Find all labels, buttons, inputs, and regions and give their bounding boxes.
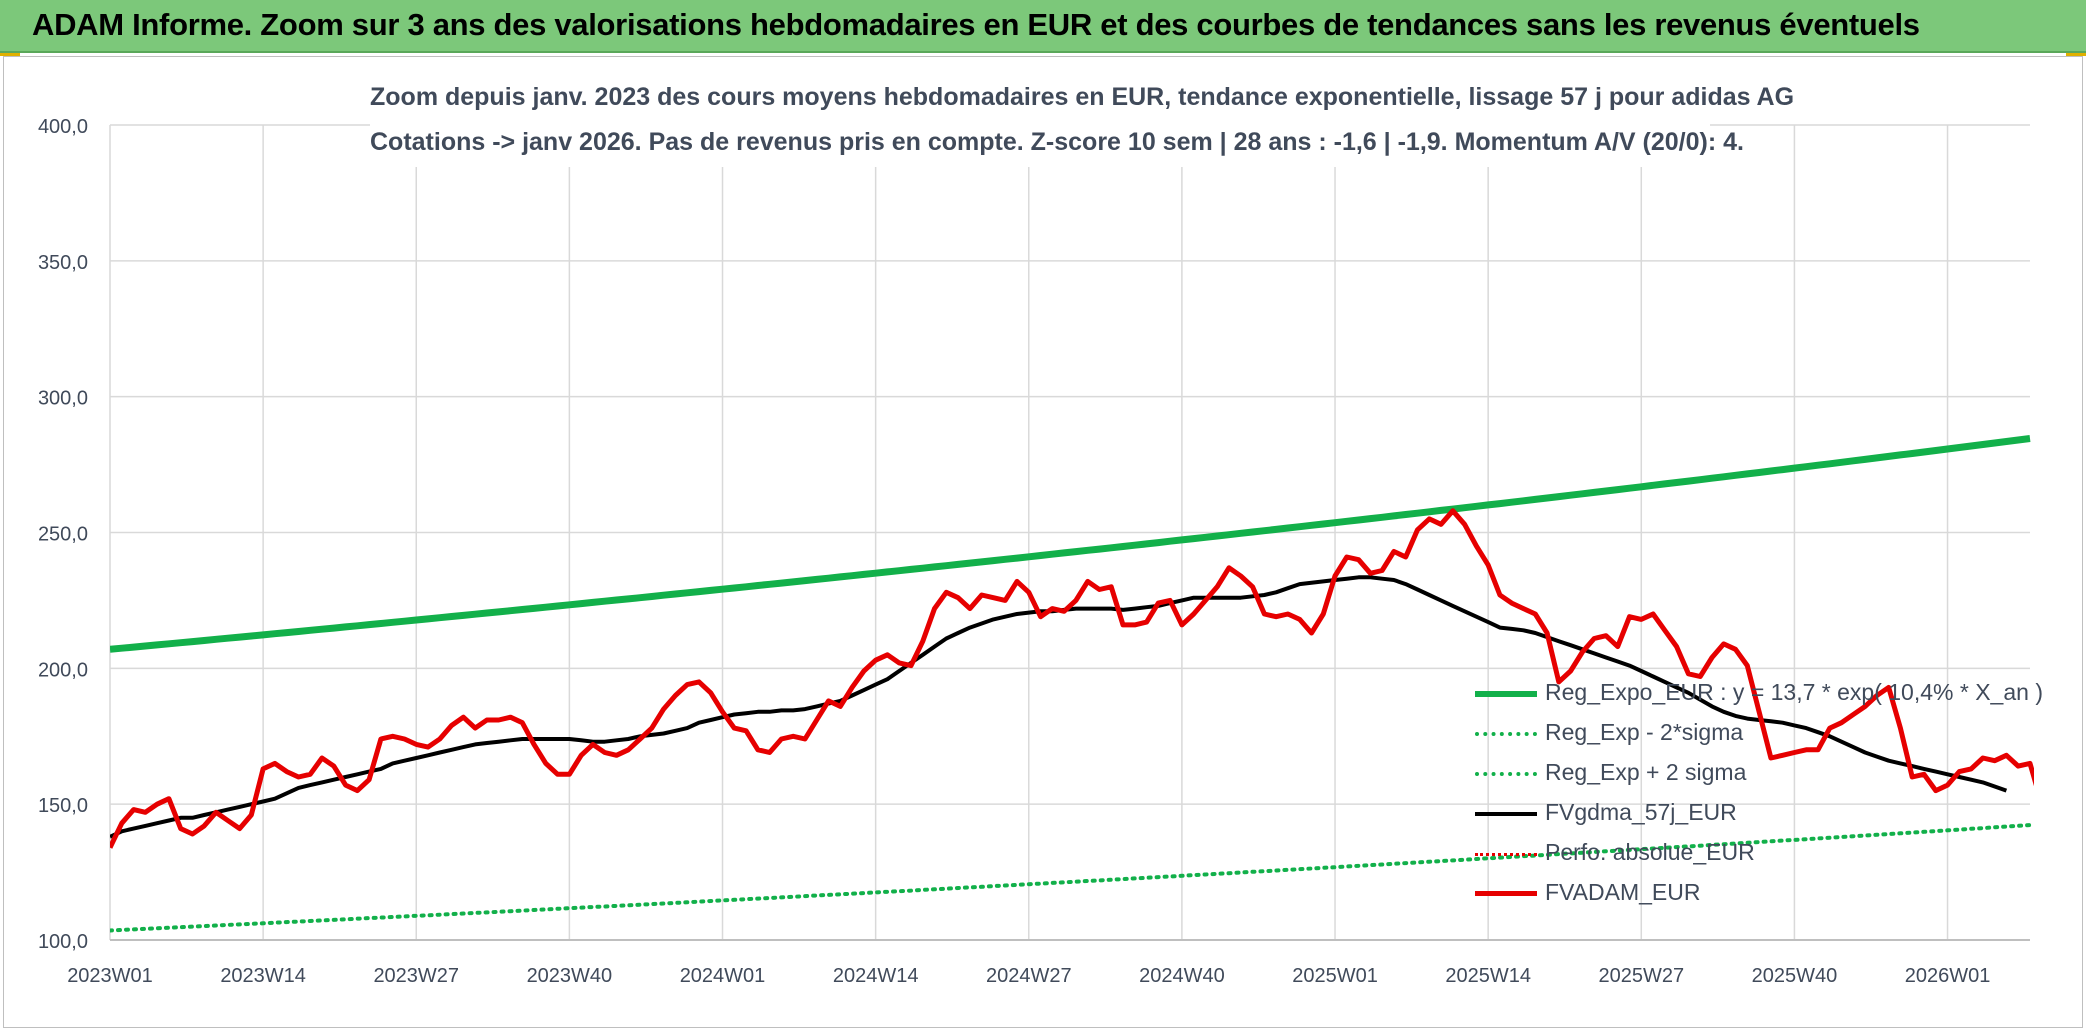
y-tick-label: 350,0 [38,252,88,274]
series-fvadam [110,508,2034,849]
legend-swatch-fvadam [1475,891,1537,896]
y-tick-label: 150,0 [38,795,88,817]
y-tick-label: 200,0 [38,659,88,681]
legend-label-fvadam: FVADAM_EUR [1545,879,1701,905]
chart-legend: Reg_Expo_EUR : y = 13,7 * exp( 10,4% * X… [1475,675,2043,915]
y-tick-label: 100,0 [38,931,88,953]
banner-accent-left [0,53,20,56]
legend-label-perfo: Perfo. absolue_EUR [1545,839,1755,865]
legend-item-fvgdma: FVgdma_57j_EUR [1475,795,2035,835]
legend-item-perfo: Perfo. absolue_EUR [1475,835,2035,875]
y-tick-label: 250,0 [38,524,88,546]
legend-swatch-perfo [1475,853,1537,856]
legend-swatch-reg-exp-minus [1475,732,1537,736]
legend-swatch-reg-expo [1475,691,1537,697]
banner-accent-right [2066,53,2086,56]
x-tick-label: 2025W40 [1752,965,1838,987]
legend-label-reg-exp-plus: Reg_Exp + 2 sigma [1545,759,1747,785]
chart-title-line-1: Zoom depuis janv. 2023 des cours moyens … [370,83,1795,111]
x-tick-label: 2023W01 [67,965,153,987]
legend-swatch-fvgdma [1475,812,1537,816]
legend-swatch-reg-exp-plus [1475,772,1537,776]
y-tick-label: 300,0 [38,388,88,410]
series-reg-exp-minus-2sigma [110,823,2032,933]
y-tick-label: 400,0 [38,116,88,138]
legend-label-reg-exp-minus: Reg_Exp - 2*sigma [1545,719,1744,745]
legend-item-fvadam: FVADAM_EUR [1475,875,2035,915]
x-tick-label: 2024W14 [833,965,919,987]
x-tick-label: 2024W40 [1139,965,1225,987]
series-reg-expo [110,435,2031,653]
chart-title-line-2: Cotations -> janv 2026. Pas de revenus p… [370,128,1744,156]
x-tick-label: 2024W01 [680,965,766,987]
x-tick-label: 2025W01 [1292,965,1378,987]
legend-item-reg-exp-minus: Reg_Exp - 2*sigma [1475,715,2035,755]
legend-item-reg-exp-plus: Reg_Exp + 2 sigma [1475,755,2035,795]
x-tick-label: 2023W40 [527,965,613,987]
legend-item-reg-expo: Reg_Expo_EUR : y = 13,7 * exp( 10,4% * X… [1475,675,2043,715]
banner-title: ADAM Informe. Zoom sur 3 ans des valoris… [32,7,1920,42]
series-reg-exp-plus-2sigma [110,0,2030,87]
x-tick-label: 2023W27 [373,965,459,987]
x-tick-label: 2026W01 [1905,965,1991,987]
banner: ADAM Informe. Zoom sur 3 ans des valoris… [0,0,2086,53]
x-tick-label: 2025W14 [1445,965,1531,987]
legend-label-reg-expo: Reg_Expo_EUR : y = 13,7 * exp( 10,4% * X… [1545,679,2043,705]
x-tick-label: 2024W27 [986,965,1072,987]
legend-label-fvgdma: FVgdma_57j_EUR [1545,799,1737,825]
x-tick-label: 2023W14 [220,965,306,987]
x-tick-label: 2025W27 [1598,965,1684,987]
chart-border [3,56,2083,1028]
chart-title-box: Zoom depuis janv. 2023 des cours moyens … [370,77,1795,167]
